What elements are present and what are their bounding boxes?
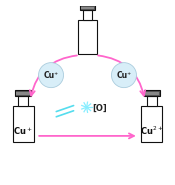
Bar	[78, 20, 97, 54]
Bar	[13, 106, 34, 142]
Bar	[142, 121, 162, 141]
Bar	[147, 96, 157, 106]
Bar	[15, 90, 32, 96]
Bar	[81, 7, 94, 9]
Bar	[13, 124, 33, 141]
Bar	[18, 96, 28, 106]
Text: Cu$^{2+}$: Cu$^{2+}$	[140, 125, 163, 137]
Bar	[78, 35, 97, 53]
Text: Cu⁺: Cu⁺	[43, 71, 59, 80]
Bar	[144, 90, 160, 96]
Text: Cu$^+$: Cu$^+$	[13, 125, 33, 137]
Text: Cu⁺: Cu⁺	[116, 71, 132, 80]
Bar	[145, 92, 159, 95]
Bar	[83, 11, 92, 20]
Bar	[16, 92, 30, 95]
Circle shape	[111, 63, 136, 88]
Text: [O]: [O]	[92, 104, 107, 113]
Bar	[141, 106, 162, 142]
Bar	[80, 5, 95, 11]
Circle shape	[38, 63, 64, 88]
